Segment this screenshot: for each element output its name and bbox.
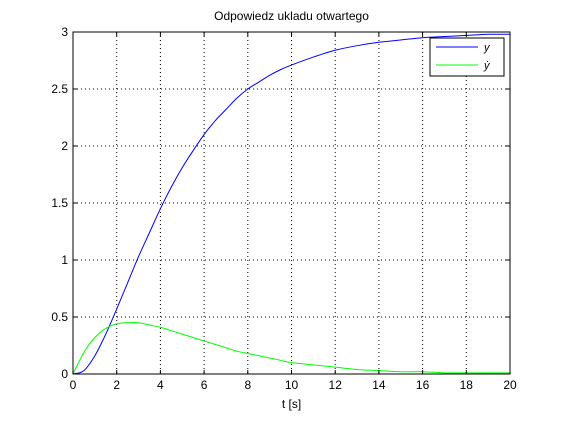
x-tick-label: 14 — [372, 378, 386, 392]
x-tick-label: 12 — [329, 378, 343, 392]
x-tick-label: 8 — [244, 378, 251, 392]
x-tick-label: 4 — [157, 378, 164, 392]
chart-title: Odpowiedz ukladu otwartego — [214, 9, 369, 23]
legend-box — [429, 37, 505, 77]
ticks: 0 2 4 6 8 10 12 14 16 18 20 0 0.5 1 1.5 2 2.5 3 — [51, 25, 517, 392]
legend-label-0: y — [483, 42, 491, 54]
series-layer — [72, 33, 511, 375]
y-tick-label: 1 — [61, 253, 68, 267]
x-axis-label: t [s] — [282, 397, 301, 411]
legend-label-1: ẏ — [483, 60, 491, 72]
grid — [73, 32, 510, 374]
x-tick-label: 18 — [460, 378, 474, 392]
x-tick-label: 2 — [113, 378, 120, 392]
legend: yẏ — [429, 37, 505, 77]
series-line-0 — [72, 33, 511, 375]
x-tick-label: 0 — [70, 378, 77, 392]
series-line-1 — [72, 321, 510, 375]
y-tick-label: 0.5 — [51, 310, 68, 324]
y-tick-label: 1.5 — [51, 196, 68, 210]
x-tick-label: 6 — [201, 378, 208, 392]
x-tick-label: 10 — [285, 378, 299, 392]
x-tick-label: 20 — [503, 378, 517, 392]
y-tick-label: 2.5 — [51, 82, 68, 96]
y-tick-label: 0 — [61, 367, 68, 381]
y-tick-label: 3 — [61, 25, 68, 39]
x-tick-label: 16 — [416, 378, 430, 392]
y-tick-label: 2 — [61, 139, 68, 153]
